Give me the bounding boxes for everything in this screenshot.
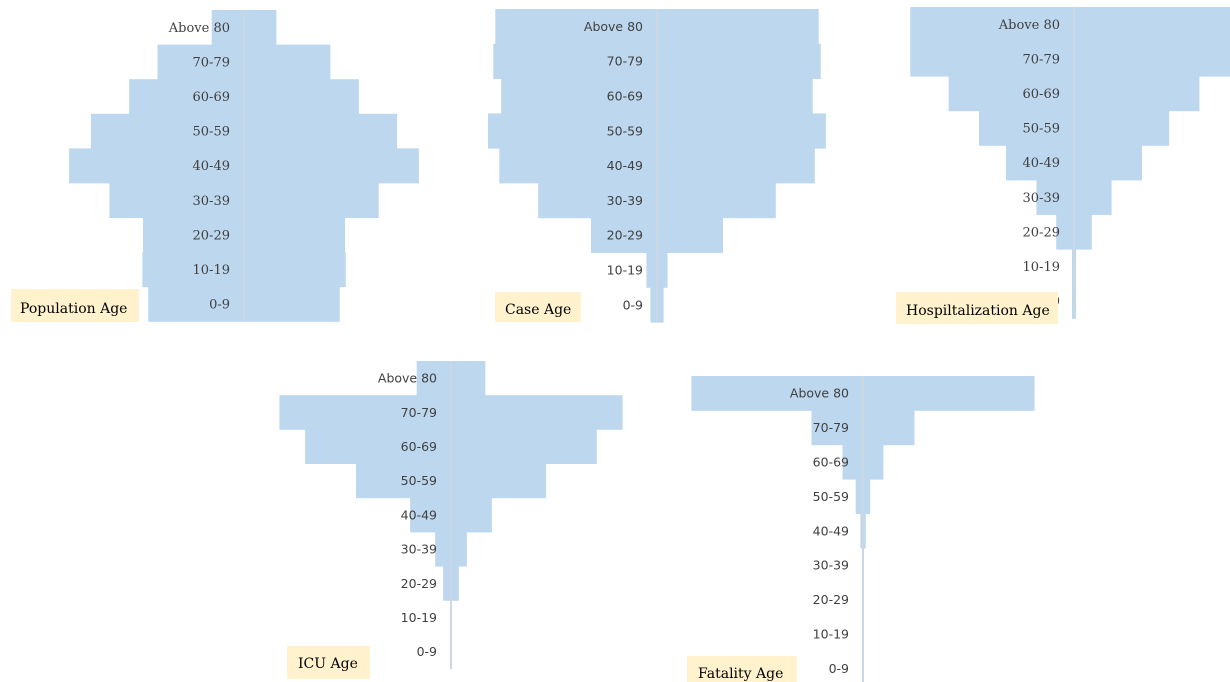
category-label: 50-59 xyxy=(193,125,230,140)
category-label: 70-79 xyxy=(193,55,230,70)
category-label: 50-59 xyxy=(607,123,643,138)
category-label: 40-49 xyxy=(1023,156,1060,171)
category-label: 20-29 xyxy=(813,592,849,607)
category-label: 60-69 xyxy=(1023,87,1060,102)
category-label: Above 80 xyxy=(168,21,230,36)
category-label: 40-49 xyxy=(193,159,230,174)
chart-population-age: Above 80 70-79 60-69 50-59 40-49 30-39 20-29 10… xyxy=(11,10,419,322)
chart-caption: Fatality Age xyxy=(698,666,783,682)
category-label: 0-9 xyxy=(209,298,230,313)
chart-caption: ICU Age xyxy=(298,656,358,672)
category-label: 10-19 xyxy=(813,627,849,642)
category-label: 40-49 xyxy=(813,523,849,538)
category-label: Above 80 xyxy=(790,386,849,401)
category-label: 10-19 xyxy=(193,263,230,278)
category-label: 50-59 xyxy=(813,489,849,504)
category-label: 20-29 xyxy=(607,228,643,243)
category-label: Above 80 xyxy=(584,19,643,34)
category-label: 70-79 xyxy=(1023,52,1060,67)
category-label: 70-79 xyxy=(401,405,437,420)
chart-caption: Hospiltalization Age xyxy=(906,303,1050,319)
chart-hospiltalization-age: Above 80 70-79 60-69 50-59 40-49 30-39 20-29 10… xyxy=(896,7,1230,324)
category-label: 30-39 xyxy=(401,542,437,557)
caption-box xyxy=(11,289,139,322)
category-label: 70-79 xyxy=(607,54,643,69)
category-label: 50-59 xyxy=(1023,122,1060,137)
category-label: 20-29 xyxy=(401,576,437,591)
category-label: 0-9 xyxy=(829,661,849,676)
category-label: 30-39 xyxy=(1023,191,1060,206)
category-label: 30-39 xyxy=(607,193,643,208)
chart-caption: Case Age xyxy=(505,302,571,318)
category-label: 10-19 xyxy=(1023,260,1060,275)
category-label: 40-49 xyxy=(401,507,437,522)
category-label: 10-19 xyxy=(401,610,437,625)
category-label: 10-19 xyxy=(607,263,643,278)
bar-above-80 xyxy=(910,7,1230,42)
category-label: Above 80 xyxy=(998,18,1060,33)
category-label: 20-29 xyxy=(193,228,230,243)
chart-caption: Population Age xyxy=(20,301,127,317)
category-label: 20-29 xyxy=(1023,225,1060,240)
category-label: 70-79 xyxy=(813,420,849,435)
category-label: 0-9 xyxy=(417,644,437,659)
chart-fatality-age: Above 80 70-79 60-69 50-59 40-49 30-39 20-29 10… xyxy=(687,376,1035,682)
category-label: 40-49 xyxy=(607,158,643,173)
category-label: Above 80 xyxy=(378,371,437,386)
category-label: 0-9 xyxy=(623,297,643,312)
category-label: 50-59 xyxy=(401,473,437,488)
caption-box xyxy=(687,656,797,682)
category-label: 60-69 xyxy=(607,89,643,104)
category-label: 60-69 xyxy=(813,455,849,470)
chart-case-age: Above 80 70-79 60-69 50-59 40-49 30-39 20-29 10… xyxy=(488,9,826,323)
category-label: 60-69 xyxy=(401,439,437,454)
chart-icu-age: Above 80 70-79 60-69 50-59 40-49 30-39 20-29 10… xyxy=(279,361,623,679)
caption-box xyxy=(896,292,1058,324)
caption-box xyxy=(287,646,370,679)
category-label: 60-69 xyxy=(193,90,230,105)
bar-70-79 xyxy=(910,41,1230,77)
category-label: 30-39 xyxy=(813,558,849,573)
caption-box xyxy=(495,292,581,322)
category-label: 30-39 xyxy=(193,194,230,209)
